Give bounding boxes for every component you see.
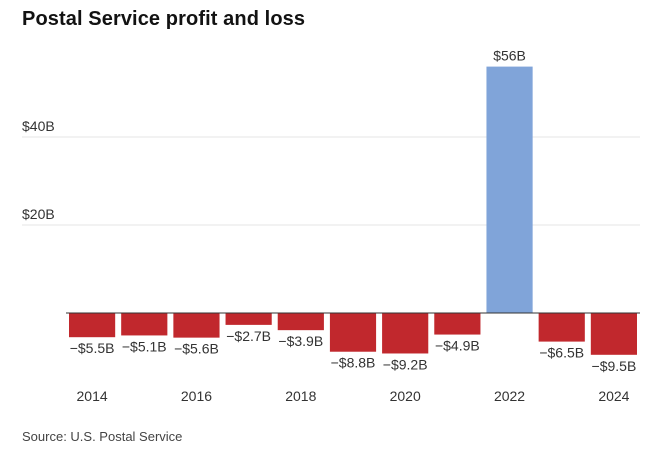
bar-2019	[329, 313, 377, 352]
bar-2020	[382, 313, 429, 354]
x-tick-label: 2022	[494, 388, 525, 404]
bar-2015	[121, 313, 168, 336]
bar-2022	[486, 66, 533, 313]
value-label-2015: −$5.1B	[122, 338, 167, 354]
value-label-2020: −$9.2B	[383, 356, 428, 372]
source-note: Source: U.S. Postal Service	[22, 429, 183, 444]
y-tick-label: $20B	[22, 206, 55, 222]
x-tick-label: 2020	[390, 388, 421, 404]
value-label-2017: −$2.7B	[226, 328, 271, 344]
value-label-2018: −$3.9B	[278, 333, 323, 349]
value-label-2023: −$6.5B	[539, 345, 584, 361]
bar-2023	[538, 313, 585, 342]
y-tick-label: $40B	[22, 118, 55, 134]
bar-2016	[173, 313, 220, 338]
x-tick-label: 2024	[598, 388, 629, 404]
bar-2014	[69, 313, 116, 338]
chart-title: Postal Service profit and loss	[22, 8, 306, 30]
x-tick-label: 2014	[77, 388, 108, 404]
x-tick-label: 2018	[285, 388, 316, 404]
value-label-2022: $56B	[493, 48, 526, 64]
bar-2017	[225, 313, 272, 325]
value-label-2019: −$8.8B	[331, 355, 376, 371]
value-label-2016: −$5.6B	[174, 341, 219, 357]
value-label-2021: −$4.9B	[435, 338, 480, 354]
bar-2018	[277, 313, 324, 331]
value-label-2024: −$9.5B	[592, 358, 637, 374]
bar-2021	[434, 313, 481, 335]
x-tick-label: 2016	[181, 388, 212, 404]
value-label-2014: −$5.5B	[70, 340, 115, 356]
bar-2024	[590, 313, 637, 355]
